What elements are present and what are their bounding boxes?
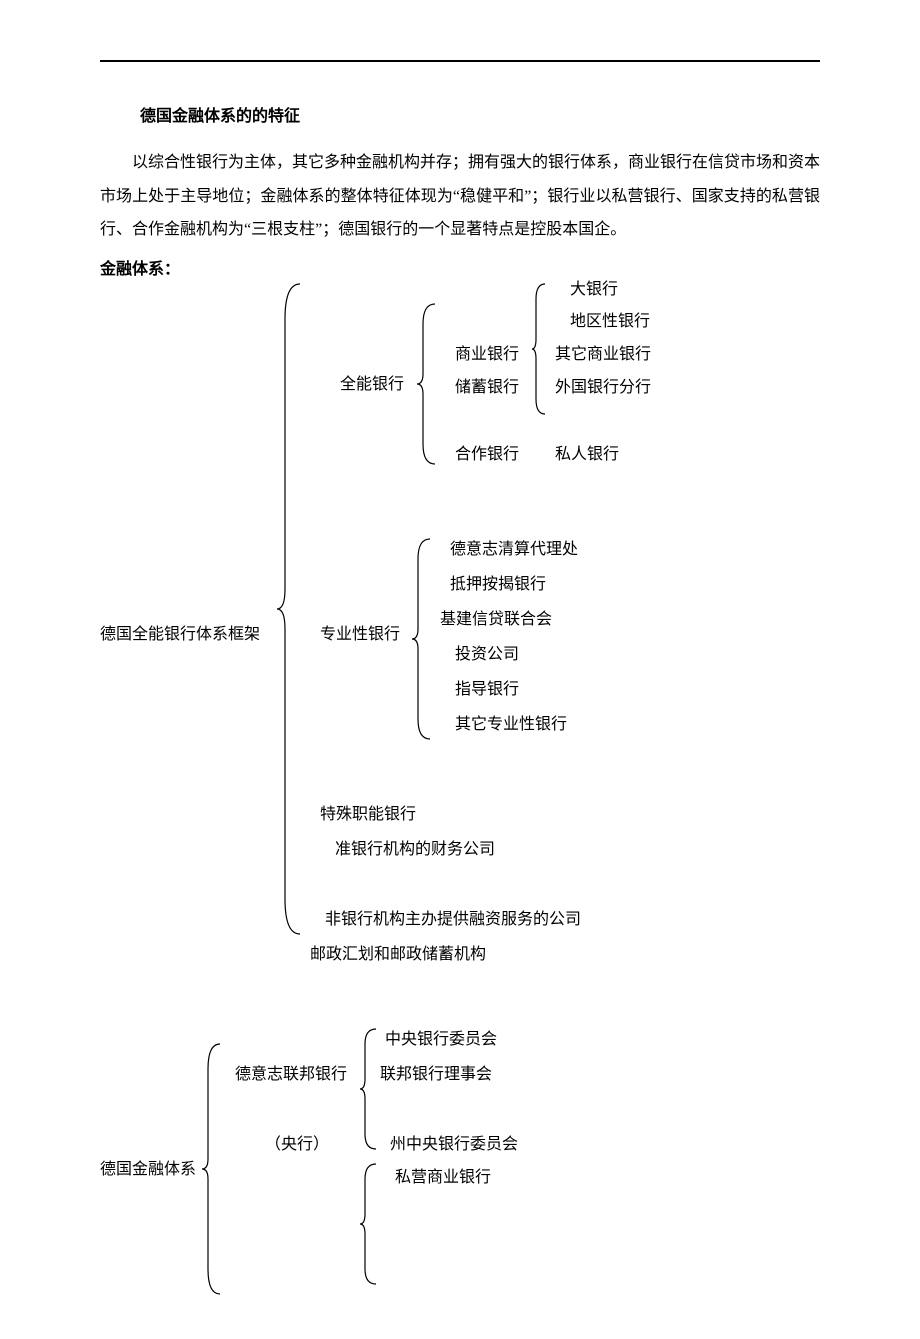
tree1-sub1: 商业银行 [455,344,519,366]
tree1-leaf-top-3: 外国银行分行 [555,377,651,399]
tree1-extra1: 非银行机构主办提供融资服务的公司 [325,909,581,931]
tree1-branch1-label: 全能银行 [340,374,404,396]
tree1-root: 德国全能银行体系框架 [100,624,260,646]
intro-paragraph: 以综合性银行为主体，其它多种金融机构并存；拥有强大的银行体系，商业银行在信贷市场… [100,146,820,247]
tree1-b2-leaf-2: 基建信贷联合会 [440,609,552,631]
tree1-branch3b: 准银行机构的财务公司 [335,839,495,861]
document-title: 德国金融体系的的特征 [140,102,820,126]
section-label: 金融体系： [100,255,820,279]
tree2-branch1-sublabel: （央行） [265,1134,329,1156]
tree1-b2-leaf-3: 投资公司 [455,644,519,666]
brace-tree2-branch2 [358,1159,380,1289]
tree1-branch2-label: 专业性银行 [320,624,400,646]
tree2-b1-leaf-0: 中央银行委员会 [385,1029,497,1051]
brace-tree2-branch1 [358,1024,380,1154]
tree1-b2-leaf-5: 其它专业性银行 [455,714,567,736]
tree2-b1-leaf-1: 联邦银行理事会 [380,1064,492,1086]
brace-tree1-branch2 [410,534,435,744]
tree1-leaf-top-2: 其它商业银行 [555,344,651,366]
tree1-leaf-top-0: 大银行 [570,279,618,301]
tree1-sub2: 储蓄银行 [455,377,519,399]
brace-tree2-root [200,1039,225,1299]
document-page: 德国金融体系的的特征 以综合性银行为主体，其它多种金融机构并存；拥有强大的银行体… [0,0,920,1339]
tree1-b2-leaf-0: 德意志清算代理处 [450,539,578,561]
tree1-extra2: 邮政汇划和邮政储蓄机构 [310,944,486,966]
tree1-b2-leaf-1: 抵押按揭银行 [450,574,546,596]
tree1-leaf-top-1: 地区性银行 [570,311,650,333]
tree2-b1-leaf-2: 州中央银行委员会 [390,1134,518,1156]
tree1-branch3a: 特殊职能银行 [320,804,416,826]
tree1-sub3: 合作银行 [455,444,519,466]
brace-tree1-leaves-top [530,279,550,419]
top-rule [100,60,820,62]
tree1-b2-leaf-4: 指导银行 [455,679,519,701]
tree2-branch1-label: 德意志联邦银行 [235,1064,347,1086]
brace-tree1-branch1 [415,299,440,469]
tree1-leaf-right: 私人银行 [555,444,619,466]
diagram-area: 德国全能银行体系框架 全能银行 商业银行 储蓄银行 合作银行 大银行 地区性银行… [100,279,820,1299]
tree2-b2-leaf: 私营商业银行 [395,1167,491,1189]
brace-tree1-root [275,279,305,939]
tree2-root: 德国金融体系 [100,1159,196,1181]
